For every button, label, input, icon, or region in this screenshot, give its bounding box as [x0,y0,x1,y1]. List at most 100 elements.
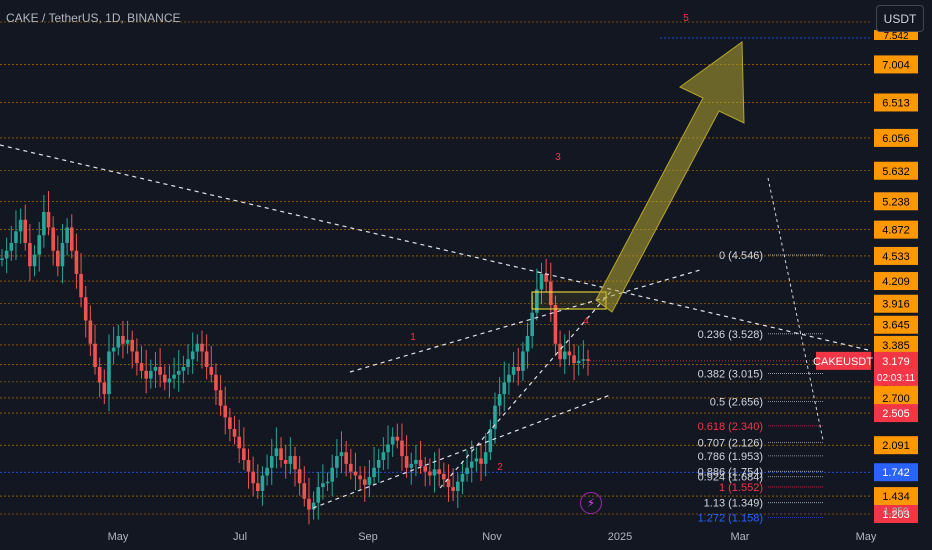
fib-label: 0.236 (3.528) [698,329,763,341]
price-tag: 6.056 [882,133,910,145]
price-tag: 5.632 [882,166,910,178]
candle-body [144,370,148,379]
candle-body [135,351,139,364]
candle-body [283,459,288,464]
fib-label: 0.5 (2.656) [710,396,763,408]
price-tag-bg [874,294,918,313]
candle-body [381,452,386,460]
candle-body [372,467,376,478]
price-tag: 2.091 [882,440,910,452]
price-tag-bg [874,335,918,354]
candle-body [432,469,437,476]
price-tag-bg [874,30,918,40]
candle-body [437,469,441,474]
candle-body [9,242,14,251]
candle-body [153,366,158,371]
candle-body [246,459,251,472]
candle-body [265,467,269,476]
candle-body [260,475,265,491]
candle-body [344,452,348,464]
fib-label: 0 (4.546) [719,250,763,262]
candle-body [488,428,493,453]
candle-body [376,459,381,468]
price-tag-bg [874,505,918,523]
candle-body [255,483,260,491]
candle-body [576,360,581,364]
current-price-tag-bg [874,351,918,386]
candle-body [455,481,460,491]
fib-label: 1.272 (1.158) [698,512,763,524]
candle-body [451,487,455,491]
candle-body [497,394,502,406]
candle-body [125,339,130,344]
candle-body [200,343,204,352]
price-tag-bg [874,220,918,239]
price-tag-bg [874,404,918,423]
candle-body [60,242,65,267]
price-tag: 1.742 [882,467,910,479]
candle-body [558,343,562,360]
candle-body [395,436,400,441]
candle-body [325,481,330,484]
price-tag-bg [874,246,918,265]
candle-body [311,502,316,510]
channel-lower [312,394,611,509]
price-tag-bg [874,161,918,180]
candle-body [42,211,46,236]
currency-button[interactable]: USDT [876,5,924,32]
candle-body [116,335,121,348]
candle-body [195,343,200,352]
lightning-icon[interactable]: ⚡ [580,492,602,514]
candle-body [507,374,511,383]
price-tag: 3.385 [882,340,910,352]
candle-body [102,382,107,395]
price-tag: 2.505 [882,408,910,420]
price-tag-bg [874,388,918,407]
candle-body [386,444,390,453]
candle-body [121,335,125,344]
price-tag-bg [874,487,918,506]
candle-body [335,456,339,468]
channel-lower-steep [439,289,613,489]
candle-body [209,366,214,375]
candle-body [572,355,576,364]
price-tag-bg [874,55,918,74]
candle-body [493,405,497,429]
fib-label: 0.924 (1.684) [698,472,763,484]
fib-label: 1 (1.552) [719,482,763,494]
candle-body [158,366,162,375]
target-box [531,291,607,310]
wave-label: 4 [583,316,589,327]
price-tag: 7.004 [882,59,910,71]
candle-body [525,335,530,352]
candle-body [223,405,228,418]
candle-body [469,461,474,468]
candle-body [167,378,172,383]
candle-body [37,235,42,255]
candle-body [279,448,283,460]
candle-body [349,463,353,472]
candle-body [18,219,23,232]
price-tag: 2.700 [882,393,910,405]
candle-body [274,448,279,457]
candle-body [479,458,483,464]
candle-body [567,351,572,356]
candle-body [400,440,404,457]
price-tag: 4.872 [882,225,910,237]
candle-body [190,351,195,360]
price-tag: 4.209 [882,276,910,288]
candle-body [14,231,18,243]
candle-body [516,366,521,371]
candle-body [69,227,74,251]
candle-body [32,254,37,267]
candle-body [353,471,358,476]
candle-body [111,347,116,352]
candle-body [339,452,344,457]
candle-body [251,471,255,484]
candle-body [390,436,395,445]
candle-body [46,211,51,228]
candle-body [269,456,274,468]
candle-body [362,479,367,485]
